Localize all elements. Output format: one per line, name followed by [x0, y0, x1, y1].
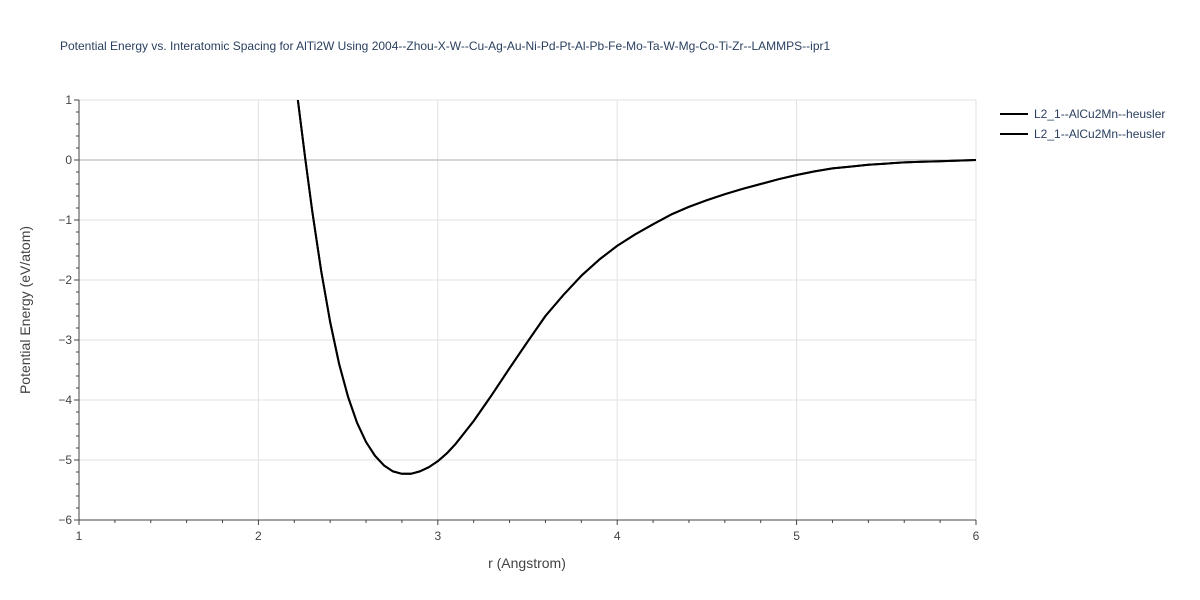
x-tick-label: 2 — [255, 529, 262, 543]
legend-entry[interactable]: L2_1--AlCu2Mn--heusler — [1034, 127, 1165, 141]
legend[interactable]: L2_1--AlCu2Mn--heusler L2_1--AlCu2Mn--heu… — [1000, 107, 1165, 141]
y-axis-title: Potential Energy (eV/atom) — [17, 226, 33, 394]
series-line-2 — [296, 100, 976, 475]
x-tick-label: 1 — [76, 529, 83, 543]
y-tick-label: 0 — [65, 153, 72, 167]
legend-entry[interactable]: L2_1--AlCu2Mn--heusler — [1034, 107, 1165, 121]
grid-lines — [79, 99, 977, 520]
series-lines — [296, 100, 976, 475]
x-tick-label: 3 — [434, 529, 441, 543]
x-tick-label: 4 — [614, 529, 621, 543]
y-tick-label: −2 — [58, 273, 72, 287]
series-line-1 — [296, 100, 976, 475]
y-tick-label: −6 — [58, 513, 72, 527]
x-tick-label: 5 — [793, 529, 800, 543]
x-tick-label: 6 — [973, 529, 980, 543]
chart-title: Potential Energy vs. Interatomic Spacing… — [60, 39, 831, 53]
y-tick-label: 1 — [65, 93, 72, 107]
axes — [74, 99, 977, 525]
y-tick-label: −1 — [58, 213, 72, 227]
x-axis-title: r (Angstrom) — [488, 555, 566, 571]
y-tick-label: −4 — [58, 393, 72, 407]
y-tick-label: −5 — [58, 453, 72, 467]
tick-labels: 1 2 3 4 5 6 1 0 −1 −2 −3 −4 −5 −6 — [58, 93, 979, 543]
y-tick-label: −3 — [58, 333, 72, 347]
